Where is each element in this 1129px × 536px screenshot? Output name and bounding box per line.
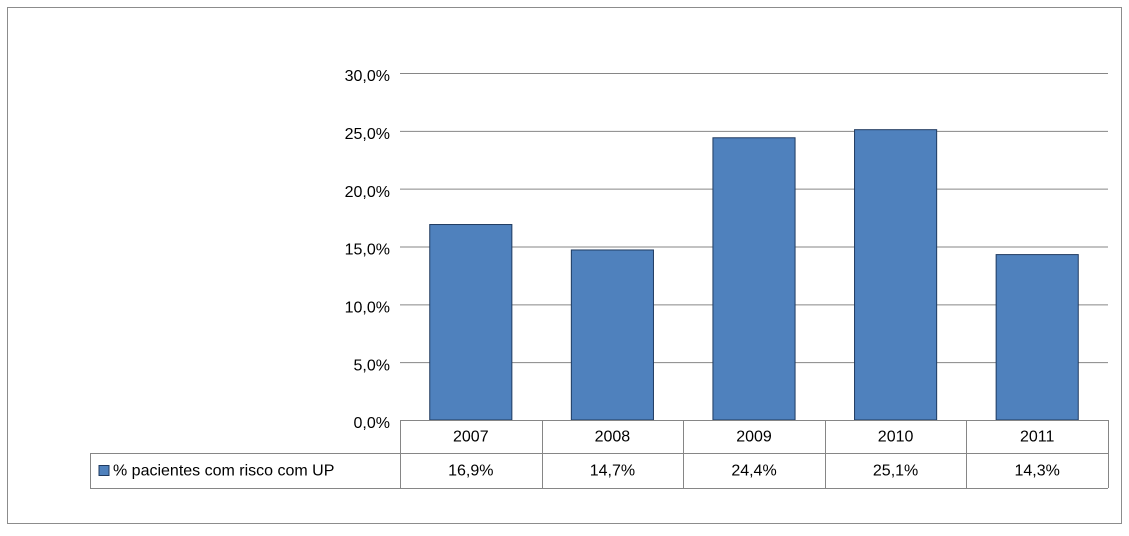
bar bbox=[570, 249, 654, 421]
x-tick-label: 2009 bbox=[736, 429, 772, 446]
data-table-value: 25,1% bbox=[873, 463, 918, 480]
x-tick-label: 2010 bbox=[878, 429, 914, 446]
data-table-value: 16,9% bbox=[448, 463, 493, 480]
y-tick-label: 15,0% bbox=[345, 242, 390, 259]
y-tick-label: 25,0% bbox=[345, 126, 390, 143]
y-tick-label: 0,0% bbox=[354, 415, 390, 432]
data-table-value: 14,3% bbox=[1015, 463, 1060, 480]
bar bbox=[995, 254, 1079, 421]
y-tick-label: 5,0% bbox=[354, 357, 390, 374]
x-tick-label: 2011 bbox=[1020, 429, 1055, 446]
chart-border bbox=[7, 7, 1122, 524]
data-table-value: 14,7% bbox=[590, 463, 635, 480]
y-tick-label: 20,0% bbox=[345, 184, 390, 201]
y-tick-label: 10,0% bbox=[345, 300, 390, 317]
bar bbox=[429, 224, 513, 421]
legend-label: % pacientes com risco com UP bbox=[113, 463, 334, 480]
bar bbox=[854, 129, 938, 421]
bar bbox=[712, 137, 796, 421]
y-tick-label: 30,0% bbox=[345, 68, 390, 85]
x-tick-label: 2007 bbox=[453, 429, 489, 446]
data-table-value: 24,4% bbox=[731, 463, 776, 480]
legend-marker bbox=[98, 465, 110, 476]
x-tick-label: 2008 bbox=[595, 429, 631, 446]
